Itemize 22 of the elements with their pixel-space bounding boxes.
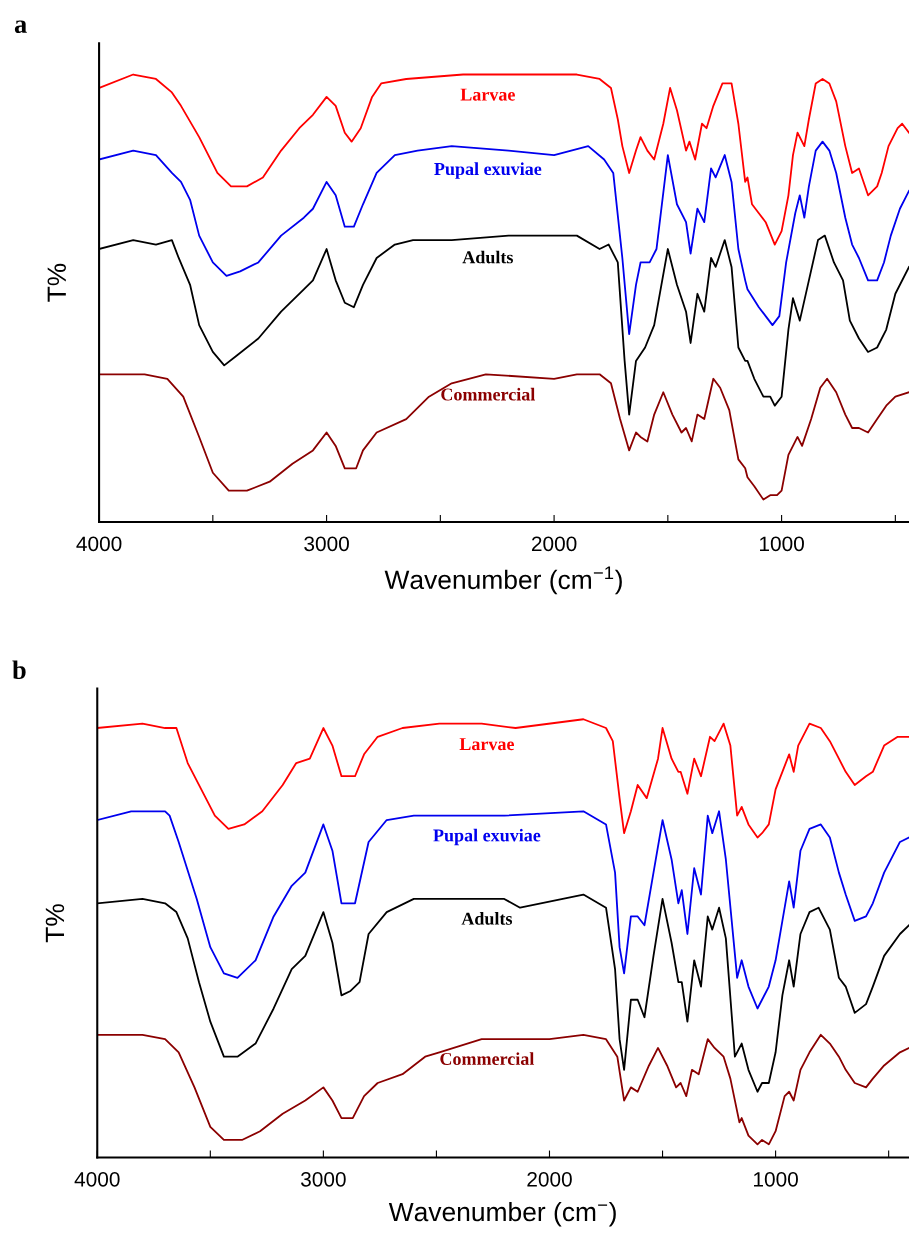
series-label: Larvae [460,88,515,101]
x-tick-label: 2000 [527,1171,572,1187]
chart-title: a [14,20,27,34]
x-axis-title: Wavenumber (cm$^{−1}$) [384,566,622,595]
series-label: Larvae [459,738,515,751]
series-label: Adults [462,250,513,264]
x-axis-title: Wavenumber (cm$^{−}$) [388,1201,616,1227]
series-label: Commercial [441,387,535,401]
x-tick-label: 1000 [754,1171,798,1187]
series-label: Adults [461,912,513,925]
x-tick-label: 4000 [74,1171,120,1187]
series-label: Commercial [440,1052,535,1066]
series-label: Pupal exuviae [434,162,542,179]
y-axis-title: T% [45,904,65,943]
series-label: Pupal exuviae [433,828,541,846]
y-axis-title: T% [47,263,66,302]
x-tick-label: 3000 [304,536,349,552]
x-tick-label: 2000 [531,536,577,552]
x-tick-label: 4000 [76,536,122,552]
x-tick-label: 3000 [301,1171,346,1187]
x-tick-label: 1000 [760,536,804,552]
chart-title: b [12,660,26,680]
